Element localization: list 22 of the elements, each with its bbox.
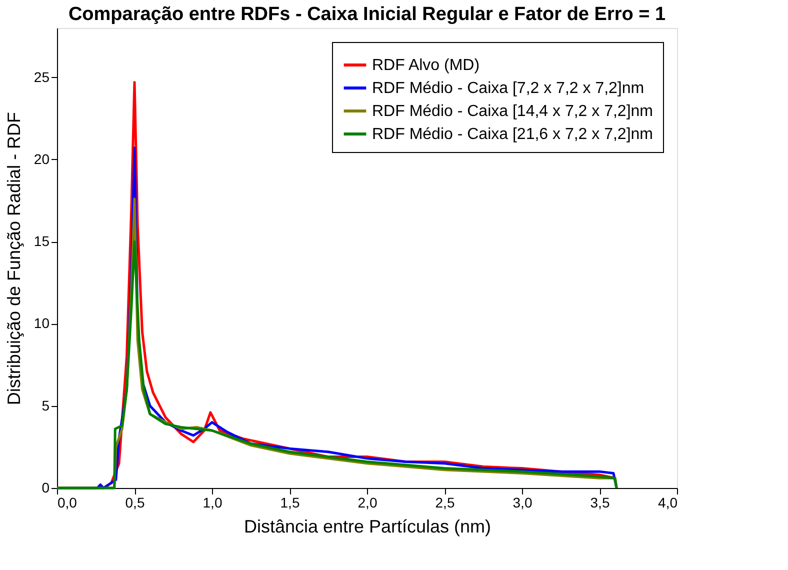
x-tick-label: 1,5 xyxy=(280,494,300,510)
chart-title: Comparação entre RDFs - Caixa Inicial Regular e Fator de Erro = 1 xyxy=(68,4,666,25)
y-tick-label: 20 xyxy=(34,150,50,167)
y-tick-label: 0 xyxy=(42,480,50,496)
y-tick-label: 25 xyxy=(34,68,50,85)
x-tick-label: 4,0 xyxy=(658,494,678,510)
x-tick-label: 3,5 xyxy=(590,494,610,510)
legend-label: RDF Médio - Caixa [14,4 x 7,2 x 7,2]nm xyxy=(372,103,653,120)
legend-label: RDF Alvo (MD) xyxy=(372,57,480,74)
x-axis-title: Distância entre Partículas (nm) xyxy=(244,516,492,536)
x-tick-label: 1,0 xyxy=(202,494,222,510)
legend-label: RDF Médio - Caixa [7,2 x 7,2 x 7,2]nm xyxy=(372,80,644,97)
y-axis-title: Distribuição de Função Radial - RDF xyxy=(4,112,24,406)
legend-label: RDF Médio - Caixa [21,6 x 7,2 x 7,2]nm xyxy=(372,126,653,143)
x-tick-label: 3,0 xyxy=(512,494,532,510)
x-tick-label: 0,0 xyxy=(58,494,78,510)
y-tick-label: 5 xyxy=(42,397,50,414)
x-tick-label: 2,5 xyxy=(435,494,455,510)
x-tick-label: 0,5 xyxy=(125,494,145,510)
y-tick-label: 10 xyxy=(34,315,50,332)
x-tick-label: 2,0 xyxy=(358,494,378,510)
y-tick-label: 15 xyxy=(34,233,50,250)
